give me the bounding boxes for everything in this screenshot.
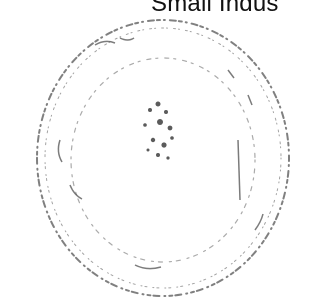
seal-marks [58,38,263,269]
page: Small Indus [0,0,319,306]
header-text: Small Indus [151,0,279,18]
seal-rings [37,20,289,296]
seal-emblem [143,102,174,160]
seal [0,0,319,306]
